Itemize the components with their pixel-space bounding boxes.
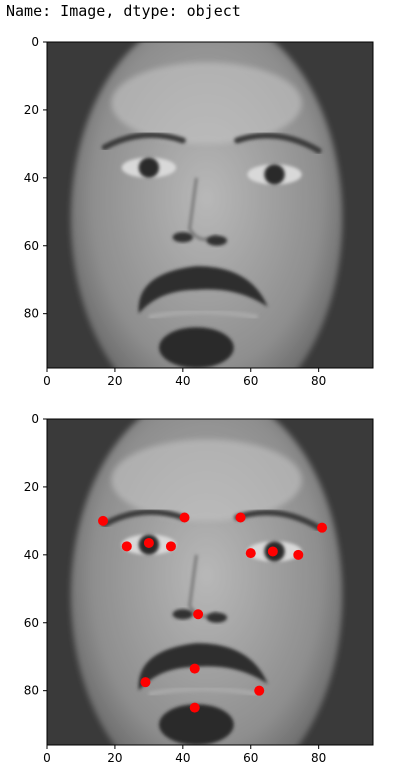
y-tick-label: 80 <box>24 307 39 321</box>
y-tick-label: 40 <box>24 548 39 562</box>
keypoint-marker <box>267 546 278 557</box>
keypoint-marker <box>98 515 109 526</box>
x-tick-label: 60 <box>243 374 258 388</box>
x-tick-label: 60 <box>243 751 258 765</box>
y-tick-label: 80 <box>24 684 39 698</box>
keypoint-marker <box>293 549 304 560</box>
output-header: Name: Image, dtype: object <box>6 2 241 20</box>
axes-frame <box>46 418 374 746</box>
face-image <box>47 419 373 745</box>
y-tick-label: 40 <box>24 171 39 185</box>
x-tick-label: 80 <box>311 374 326 388</box>
y-tick-label: 0 <box>31 412 39 426</box>
chart-panel-1: 0 20 40 60 80 0 20 40 60 80 <box>24 35 374 388</box>
keypoint-marker <box>317 522 328 533</box>
x-tick-label: 40 <box>175 374 190 388</box>
x-tick-label: 20 <box>107 751 122 765</box>
keypoint-marker <box>245 548 256 559</box>
chart-panel-2: 0 20 40 60 80 0 20 40 60 80 <box>24 412 374 765</box>
keypoint-marker <box>254 685 265 696</box>
x-tick-label: 80 <box>311 751 326 765</box>
keypoint-marker <box>143 537 154 548</box>
axes-frame <box>46 41 374 369</box>
keypoint-marker <box>140 677 151 688</box>
keypoint-marker <box>235 512 246 523</box>
x-tick-label: 0 <box>43 374 51 388</box>
face-image <box>47 42 373 368</box>
keypoint-marker <box>193 609 204 620</box>
keypoint-marker <box>189 663 200 674</box>
keypoint-marker <box>179 512 190 523</box>
y-tick-label: 0 <box>31 35 39 49</box>
keypoint-marker <box>121 541 132 552</box>
y-tick-label: 60 <box>24 239 39 253</box>
y-tick-label: 60 <box>24 616 39 630</box>
x-tick-label: 40 <box>175 751 190 765</box>
x-tick-label: 0 <box>43 751 51 765</box>
x-tick-label: 20 <box>107 374 122 388</box>
y-tick-label: 20 <box>24 480 39 494</box>
keypoint-marker <box>165 541 176 552</box>
keypoint-marker <box>189 702 200 713</box>
y-tick-label: 20 <box>24 103 39 117</box>
